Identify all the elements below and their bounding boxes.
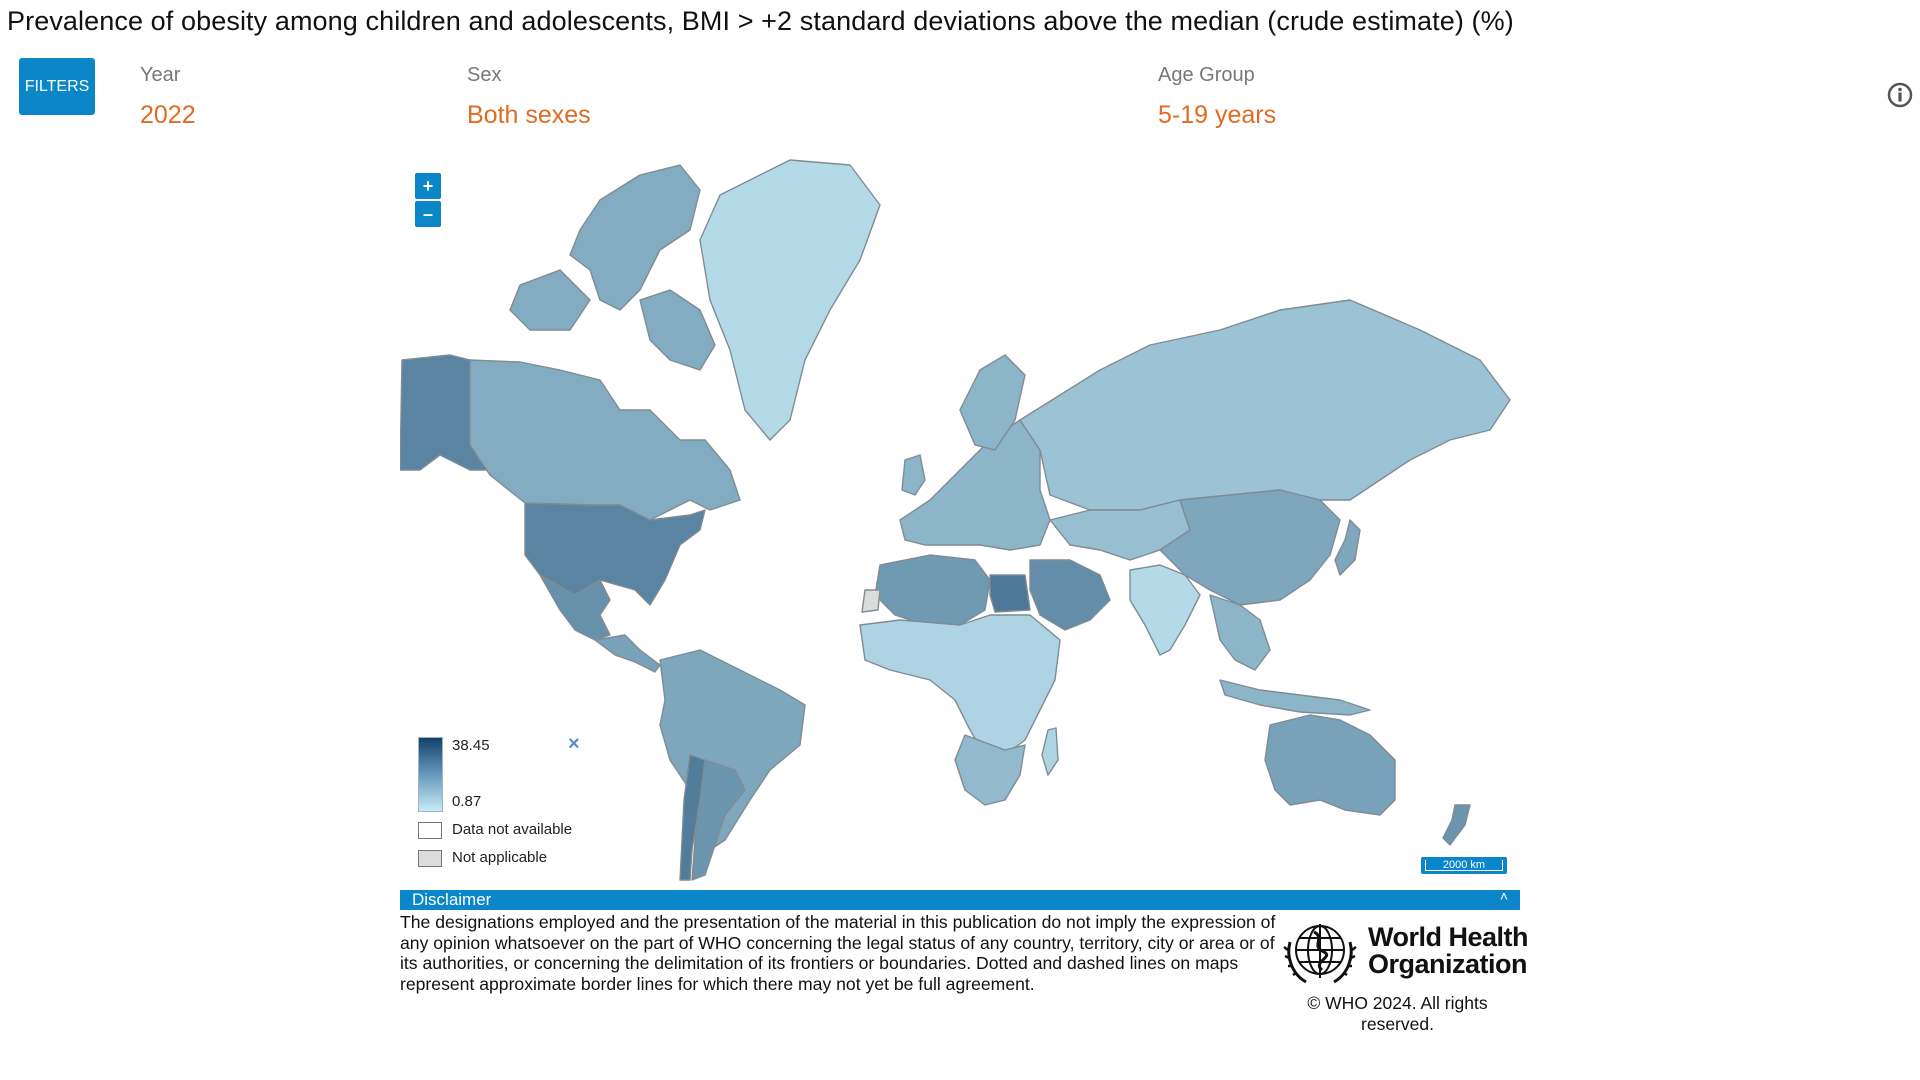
map-scale-bar: 2000 km (1421, 857, 1507, 874)
disclaimer-text: The designations employed and the presen… (400, 912, 1276, 994)
region-argentina[interactable] (691, 759, 746, 881)
choropleth-map[interactable] (400, 155, 1520, 890)
region-western-sahara[interactable] (861, 589, 881, 613)
region-alaska[interactable] (400, 354, 491, 471)
filter-year-value[interactable]: 2022 (140, 101, 196, 129)
region-canada-baffin[interactable] (639, 289, 716, 371)
region-india[interactable] (1129, 564, 1201, 656)
region-japan[interactable] (1334, 519, 1361, 576)
region-mexico[interactable] (539, 574, 611, 641)
region-central-america[interactable] (594, 634, 661, 673)
page-title: Prevalence of obesity among children and… (7, 6, 1514, 36)
legend-not-applicable-label: Not applicable (452, 849, 548, 866)
region-sub-saharan-africa[interactable] (859, 614, 1061, 756)
who-wordmark: World Health Organization (1368, 922, 1529, 979)
legend-na-swatch (418, 822, 442, 839)
who-wordmark-line1: World Health (1368, 922, 1529, 952)
region-southern-africa[interactable] (954, 734, 1026, 806)
filter-sex-label: Sex (467, 64, 502, 86)
region-southeast-asia[interactable] (1209, 594, 1271, 671)
zoom-out-button[interactable]: – (415, 201, 441, 227)
legend-color-ramp (418, 737, 443, 812)
region-russia[interactable] (1019, 299, 1511, 511)
region-arabian-peninsula[interactable] (1029, 559, 1111, 631)
region-china[interactable] (1159, 489, 1341, 606)
region-canada-arctic-islands[interactable] (569, 164, 701, 311)
disclaimer-header[interactable]: Disclaimer ˄ (400, 888, 1520, 910)
region-scandinavia[interactable] (959, 354, 1026, 451)
region-uk[interactable] (901, 454, 926, 496)
filter-sex-value[interactable]: Both sexes (467, 101, 591, 129)
legend-min-value: 0.87 (452, 793, 482, 810)
disclaimer-title: Disclaimer (412, 890, 492, 909)
region-madagascar[interactable] (1041, 727, 1059, 776)
who-wordmark-line2: Organization (1368, 949, 1528, 979)
legend-na-label: Data not available (452, 821, 573, 838)
who-emblem-logo (1283, 924, 1357, 984)
filter-age-group[interactable]: Age Group 5-19 years (1158, 64, 1276, 130)
region-canada-ellesmere[interactable] (509, 269, 591, 331)
region-new-zealand[interactable] (1442, 804, 1471, 846)
collapse-caret-icon[interactable]: ˄ (1499, 888, 1508, 904)
region-north-africa[interactable] (874, 554, 991, 626)
legend-max-value: 38.45 (452, 737, 490, 754)
map-scale-label: 2000 km (1425, 860, 1503, 871)
filter-year-label: Year (140, 64, 181, 86)
filter-year[interactable]: Year 2022 (140, 64, 196, 130)
region-canada[interactable] (469, 359, 741, 521)
region-indonesia[interactable] (1219, 679, 1371, 716)
region-egypt[interactable] (989, 574, 1031, 613)
filter-sex[interactable]: Sex Both sexes (467, 64, 591, 130)
filter-age-group-label: Age Group (1158, 64, 1255, 86)
filter-age-group-value[interactable]: 5-19 years (1158, 101, 1277, 129)
legend-close-icon[interactable]: × (568, 733, 580, 755)
filters-button[interactable]: FILTERS (19, 58, 95, 115)
region-greenland[interactable] (699, 159, 881, 441)
legend-not-applicable-swatch (418, 850, 442, 867)
zoom-in-button[interactable]: + (415, 173, 441, 199)
region-australia[interactable] (1264, 714, 1396, 816)
info-icon[interactable] (1887, 82, 1913, 108)
world-map-svg[interactable] (400, 155, 1520, 890)
copyright-text: © WHO 2024. All rights reserved. (1307, 993, 1488, 1034)
region-south-america[interactable] (659, 649, 806, 851)
